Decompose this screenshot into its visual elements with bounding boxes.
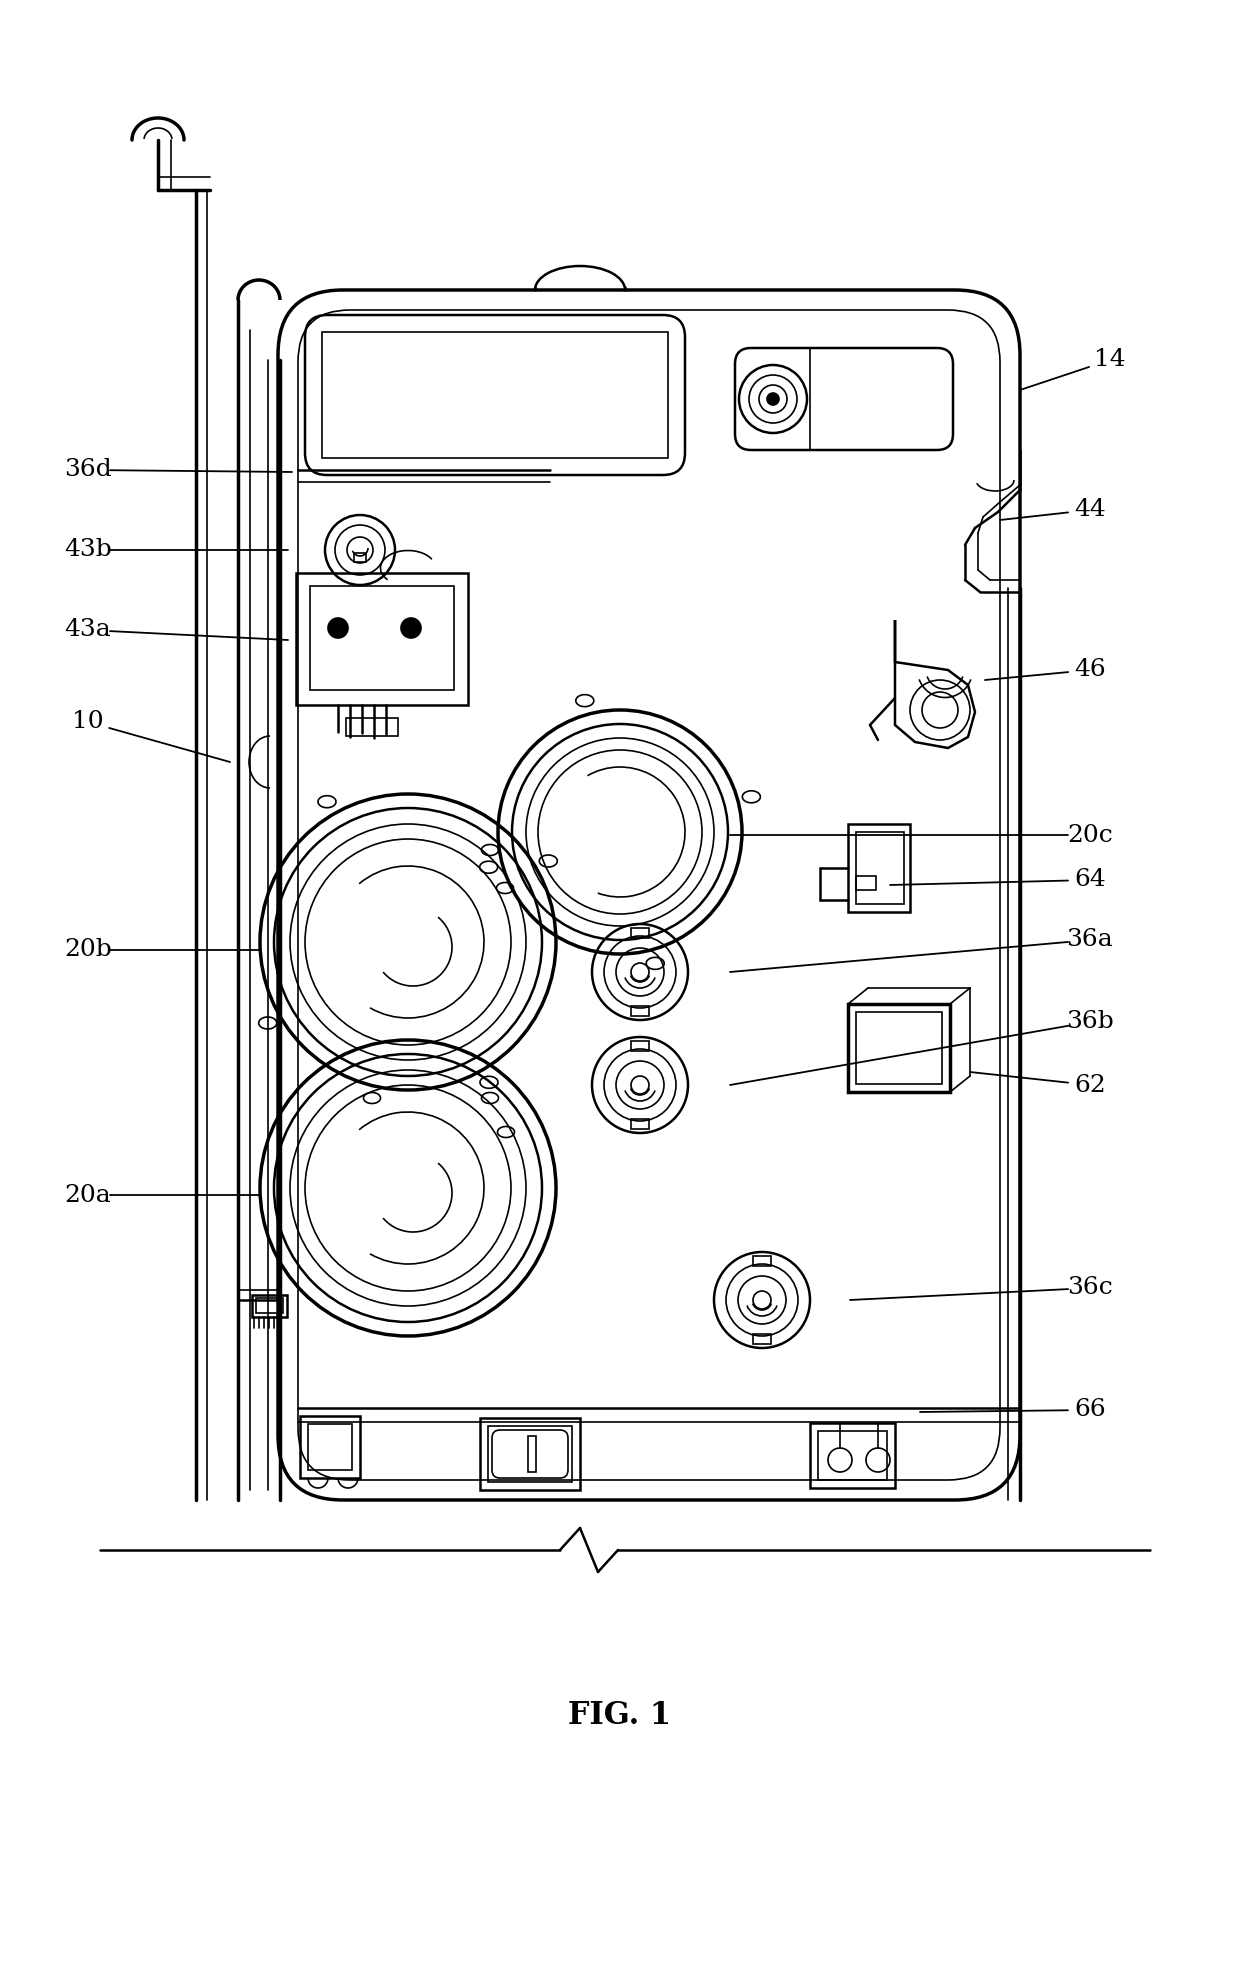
Bar — [322, 333, 668, 457]
Bar — [631, 1119, 649, 1129]
Bar — [848, 1004, 950, 1093]
Bar — [631, 1041, 649, 1051]
Text: 64: 64 — [1074, 869, 1106, 891]
Bar — [346, 719, 398, 737]
Bar — [252, 1295, 286, 1317]
Bar — [310, 586, 454, 689]
Bar — [296, 572, 467, 705]
Bar — [856, 1012, 942, 1083]
Bar — [631, 1006, 649, 1016]
Bar — [856, 832, 904, 905]
Text: FIG. 1: FIG. 1 — [568, 1699, 672, 1731]
Text: 20a: 20a — [64, 1184, 112, 1206]
Text: 10: 10 — [72, 711, 104, 733]
Bar — [631, 929, 649, 939]
Bar — [753, 1255, 771, 1265]
Text: 36b: 36b — [1066, 1010, 1114, 1034]
Bar — [848, 824, 910, 913]
Text: 66: 66 — [1074, 1398, 1106, 1422]
Circle shape — [329, 618, 348, 638]
Text: 20c: 20c — [1068, 824, 1112, 847]
Bar — [856, 875, 875, 889]
Text: 62: 62 — [1074, 1073, 1106, 1097]
Bar — [353, 552, 366, 562]
Text: 43b: 43b — [64, 539, 112, 562]
Bar — [753, 1335, 771, 1344]
Bar — [255, 1299, 283, 1313]
Bar — [528, 1436, 536, 1471]
Bar — [810, 1424, 895, 1489]
Bar — [480, 1418, 580, 1491]
Circle shape — [768, 392, 779, 406]
Text: 36a: 36a — [1066, 929, 1114, 952]
Text: 36d: 36d — [64, 459, 112, 481]
Bar — [489, 1426, 572, 1481]
Bar — [308, 1424, 352, 1469]
Bar — [300, 1416, 360, 1477]
Bar — [818, 1432, 887, 1479]
Text: 14: 14 — [1094, 348, 1126, 372]
Text: 20b: 20b — [64, 939, 112, 962]
Text: 46: 46 — [1074, 659, 1106, 681]
Text: 44: 44 — [1074, 499, 1106, 521]
Text: 43a: 43a — [64, 618, 112, 642]
Text: 36c: 36c — [1068, 1277, 1112, 1299]
Circle shape — [401, 618, 422, 638]
